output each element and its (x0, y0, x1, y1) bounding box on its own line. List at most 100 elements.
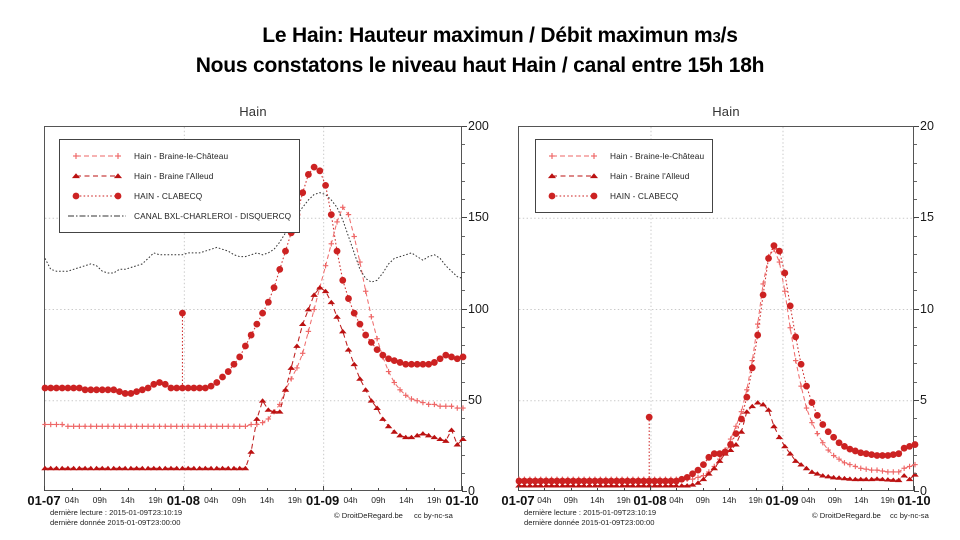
data-point-circle (259, 309, 266, 317)
data-point-circle (116, 388, 123, 396)
x-tick-major-label: 01-10 (445, 493, 479, 508)
data-point-circle (41, 384, 49, 392)
x-tick-minor-label: 04h (669, 495, 684, 505)
data-point-triangle (580, 483, 588, 488)
data-point-circle (765, 255, 772, 262)
data-point-plus (798, 383, 804, 389)
data-point-plus (443, 403, 449, 409)
y-tick-minor (462, 272, 465, 273)
data-point-circle (396, 359, 404, 366)
y-tick-minor (914, 162, 917, 164)
series-line (519, 244, 916, 482)
data-point-triangle (851, 476, 860, 482)
legend-label: Hain - Braine-le-Château (134, 151, 229, 161)
title-unit-exponent: 3 (712, 29, 721, 46)
legend-item[interactable]: Hain - Braine-le-Château (542, 146, 704, 166)
data-point-circle (889, 451, 897, 458)
data-point-plus (787, 325, 793, 331)
legend-item[interactable]: HAIN - CLABECQ (542, 186, 704, 206)
legend-item[interactable]: Hain - Braine l'Alleud (66, 166, 291, 186)
data-point-plus (59, 421, 65, 428)
data-point-circle (862, 450, 870, 458)
x-tick-mark (406, 488, 408, 491)
data-point-triangle (661, 483, 670, 488)
x-tick-minor-label: 09h (827, 495, 842, 505)
x-tick-minor-label: 04h (204, 495, 219, 505)
data-point-triangle (127, 465, 135, 471)
y-tick-minor (914, 381, 917, 383)
legend-item[interactable]: CANAL BXL-CHARLEROI - DISQUERCQ (66, 206, 291, 226)
y-tick-minor (914, 235, 917, 237)
legend-item[interactable]: Hain - Braine-le-Château (66, 146, 291, 166)
data-point-circle (270, 284, 278, 291)
data-point-circle (656, 477, 664, 485)
x-tick-minor-label: 14h (590, 495, 605, 505)
data-point-circle (390, 357, 398, 364)
data-point-plus (305, 328, 312, 335)
data-point-plus (299, 350, 306, 356)
data-point-circle (651, 477, 659, 485)
data-point-circle (835, 439, 843, 447)
data-point-circle (879, 452, 886, 459)
legend-item[interactable]: HAIN - CLABECQ (66, 186, 291, 206)
x-tick-mark (322, 486, 324, 491)
data-point-circle (602, 477, 610, 485)
data-point-plus (48, 421, 54, 428)
data-point-circle (716, 450, 724, 458)
y-tick-minor (914, 345, 917, 346)
data-point-triangle (390, 429, 399, 434)
footer-right-last-data: dernière donnée 2015-01-09T23:00:00 (524, 517, 655, 527)
legend-item[interactable]: Hain - Braine l'Alleud (542, 166, 704, 186)
x-tick-mark (650, 486, 651, 491)
data-point-triangle (547, 483, 556, 488)
data-point-triangle (856, 476, 865, 482)
data-point-plus (70, 423, 77, 429)
legend-key-plus (73, 153, 121, 159)
y-tick-major (914, 126, 919, 127)
data-point-triangle (92, 465, 101, 471)
x-tick-minor-label: 19h (287, 495, 302, 505)
data-point-plus (425, 401, 432, 408)
y-tick-minor (462, 253, 465, 255)
y-tick-minor (462, 345, 465, 346)
data-point-triangle (867, 476, 876, 482)
data-point-plus (591, 153, 597, 159)
data-point-triangle (298, 321, 307, 327)
data-point-triangle (894, 477, 903, 483)
y-tick-minor (914, 199, 917, 200)
data-point-plus (173, 423, 180, 429)
data-point-plus (803, 405, 810, 411)
data-point-triangle (748, 403, 757, 409)
plot-area-left: Hain - Braine-le-Château Hain - Braine l'… (41, 126, 467, 492)
data-point-circle (672, 477, 680, 485)
chart-title-left: Hain (239, 104, 267, 119)
data-point-triangle (235, 465, 244, 471)
x-tick-mark (183, 486, 185, 491)
data-point-circle (161, 380, 169, 388)
data-point-circle (310, 163, 318, 171)
data-point-triangle (161, 465, 170, 471)
data-point-plus (437, 403, 443, 409)
x-tick-major-label: 01-08 (633, 493, 667, 508)
data-point-plus (874, 467, 880, 473)
slide-title: Le Hain: Hauteur maximun / Débit maximun… (0, 22, 960, 80)
data-point-plus (151, 423, 157, 429)
y-tick-major (462, 399, 467, 401)
title-unit-per-s: /s (720, 24, 738, 47)
data-point-circle (72, 192, 80, 200)
plot-area-right: Hain - Braine-le-Château Hain - Braine l'… (515, 126, 919, 492)
data-point-circle (413, 360, 421, 368)
data-point-plus (322, 263, 329, 269)
plot-svg-left (41, 127, 467, 492)
x-tick-mark (71, 488, 73, 491)
data-point-triangle (802, 465, 811, 471)
data-point-plus (259, 419, 266, 426)
data-point-plus (431, 401, 438, 408)
data-point-plus (749, 357, 755, 364)
data-point-circle (430, 359, 438, 366)
x-tick-mark (378, 488, 380, 491)
y-tick-minor (914, 363, 917, 365)
x-tick-major-label: 01-09 (306, 493, 340, 508)
data-point-circle (333, 247, 341, 255)
legend-marker (542, 169, 604, 183)
